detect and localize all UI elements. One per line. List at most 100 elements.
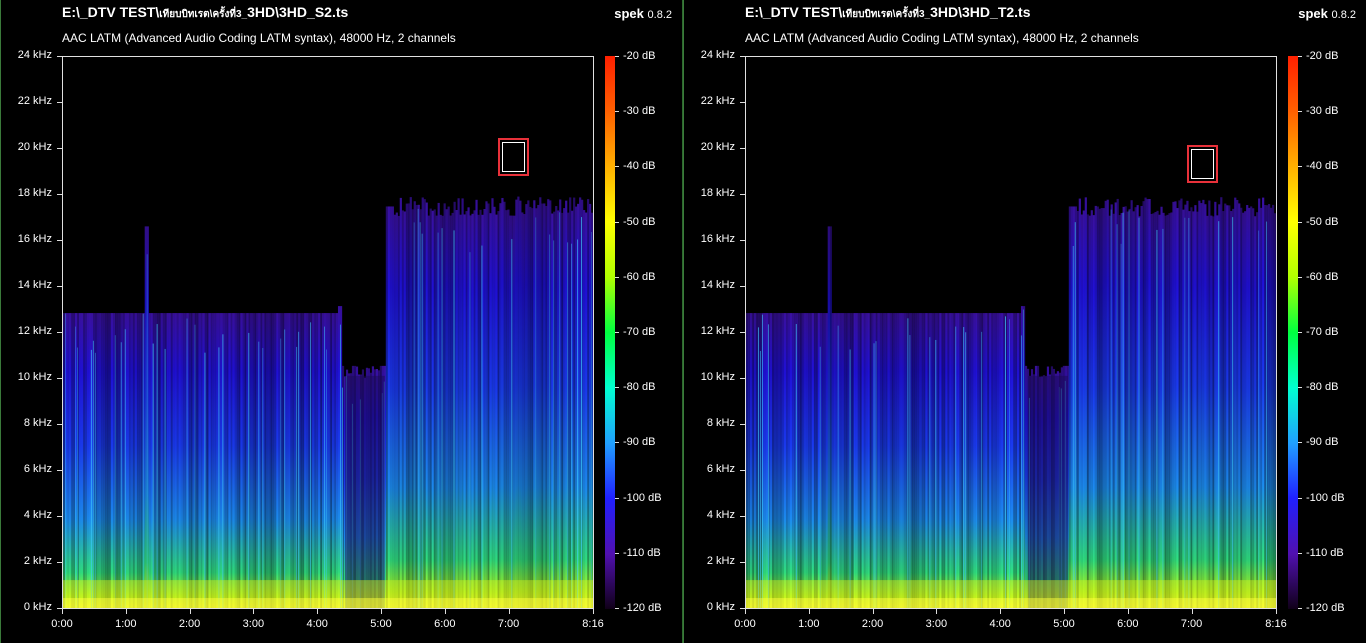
db-tick — [615, 387, 619, 389]
codec-info: AAC LATM (Advanced Audio Coding LATM syn… — [745, 31, 1139, 45]
freq-tick — [57, 102, 62, 103]
brand-version: 0.8.2 — [1331, 9, 1356, 21]
db-tick-label: -60 dB — [1306, 270, 1339, 283]
time-tick — [317, 609, 319, 614]
freq-tick — [740, 148, 745, 149]
time-tick-label: 5:00 — [1053, 618, 1075, 630]
time-tick-label: 0:00 — [734, 618, 756, 630]
freq-tick-label: 12 kHz — [700, 325, 735, 337]
freq-tick — [57, 148, 62, 149]
time-tick-label: 2:00 — [178, 618, 201, 630]
brand-name: spek — [1298, 6, 1328, 21]
highlight-box — [498, 138, 529, 176]
freq-tick-label: 4 kHz — [706, 509, 735, 521]
freq-tick — [740, 194, 745, 195]
freq-tick — [740, 378, 745, 379]
time-tick — [936, 609, 938, 614]
db-tick-label: -20 dB — [1306, 50, 1339, 62]
time-tick — [444, 609, 446, 614]
time-tick — [508, 609, 510, 614]
db-tick-label: -80 dB — [1306, 381, 1339, 394]
db-tick — [1298, 497, 1302, 499]
title-path-thai: เทียบบิทเรต\ครั้งที่3_ — [159, 9, 248, 20]
time-tick-label: 3:00 — [925, 618, 948, 630]
db-tick-label: -30 dB — [1306, 105, 1339, 118]
freq-tick-label: 18 kHz — [17, 187, 52, 199]
spectrogram-image — [63, 196, 593, 608]
db-tick — [1298, 552, 1302, 554]
freq-tick-label: 10 kHz — [17, 371, 52, 383]
db-tick-label: -70 dB — [623, 326, 656, 338]
title-path-thai: เทียบบิทเรต\ครั้งที่3_ — [842, 9, 931, 20]
freq-tick — [740, 332, 745, 333]
db-tick — [1298, 332, 1302, 333]
time-tick-label: 3:00 — [242, 618, 265, 630]
freq-tick — [57, 286, 62, 287]
freq-tick — [57, 332, 62, 333]
freq-tick-label: 14 kHz — [700, 279, 735, 291]
db-tick-label: -50 dB — [1306, 215, 1339, 228]
app-brand: spek 0.8.2 — [614, 6, 672, 21]
codec-info: AAC LATM (Advanced Audio Coding LATM syn… — [62, 31, 456, 45]
time-tick-label: 2:00 — [861, 618, 884, 630]
freq-tick — [740, 562, 745, 563]
db-tick — [1298, 56, 1302, 57]
db-tick — [1298, 442, 1302, 444]
db-tick-label: -100 dB — [1306, 491, 1345, 504]
freq-tick-label: 14 kHz — [17, 279, 52, 291]
time-tick-label: 5:00 — [370, 618, 392, 630]
freq-tick — [57, 194, 62, 195]
freq-tick-label: 22 kHz — [17, 95, 52, 107]
title-path-prefix: E:\_DTV TEST\ — [62, 4, 160, 20]
time-tick-label: 8:16 — [582, 618, 604, 630]
db-tick — [1298, 276, 1302, 278]
time-tick-label: 1:00 — [798, 618, 820, 630]
freq-tick-label: 20 kHz — [17, 141, 52, 153]
freq-tick — [740, 286, 745, 287]
freq-tick-label: 12 kHz — [17, 325, 52, 337]
freq-tick — [57, 516, 62, 517]
spectrogram-image — [746, 197, 1276, 608]
time-tick — [808, 609, 810, 614]
db-tick — [615, 552, 619, 554]
db-tick — [615, 497, 619, 499]
db-tick — [1298, 221, 1302, 223]
brand-name: spek — [614, 6, 644, 21]
time-tick-label: 7:00 — [497, 618, 520, 630]
db-colorbar — [605, 56, 615, 609]
time-tick — [62, 609, 63, 614]
time-tick-label: 0:00 — [51, 618, 73, 630]
freq-tick-label: 16 kHz — [17, 233, 52, 245]
freq-tick — [57, 424, 62, 425]
freq-tick — [57, 240, 62, 241]
db-tick-label: -90 dB — [623, 436, 656, 449]
db-tick — [615, 276, 619, 278]
db-tick — [615, 332, 619, 333]
freq-tick-label: 10 kHz — [700, 371, 735, 383]
time-tick — [872, 609, 874, 614]
freq-tick — [740, 56, 745, 57]
db-tick — [615, 111, 619, 113]
db-tick-label: -40 dB — [1306, 160, 1339, 173]
db-tick — [1298, 111, 1302, 113]
time-tick — [1127, 609, 1129, 614]
db-tick — [615, 442, 619, 444]
spectrogram-plot[interactable] — [745, 56, 1277, 609]
time-tick — [1276, 609, 1277, 614]
spectrogram-plot[interactable] — [62, 56, 594, 609]
time-tick — [381, 609, 382, 614]
freq-tick — [740, 516, 745, 517]
freq-tick — [740, 470, 745, 471]
db-tick-label: -100 dB — [623, 491, 662, 504]
time-tick — [593, 609, 594, 614]
time-tick-label: 4:00 — [989, 618, 1011, 630]
time-tick — [1064, 609, 1065, 614]
freq-tick-label: 8 kHz — [23, 417, 52, 429]
time-tick — [1000, 609, 1002, 614]
time-tick-label: 6:00 — [434, 618, 456, 630]
time-tick — [745, 609, 746, 614]
freq-tick — [57, 608, 62, 609]
freq-tick-label: 22 kHz — [700, 95, 735, 107]
time-tick — [189, 609, 191, 614]
freq-tick-label: 0 kHz — [706, 601, 735, 613]
